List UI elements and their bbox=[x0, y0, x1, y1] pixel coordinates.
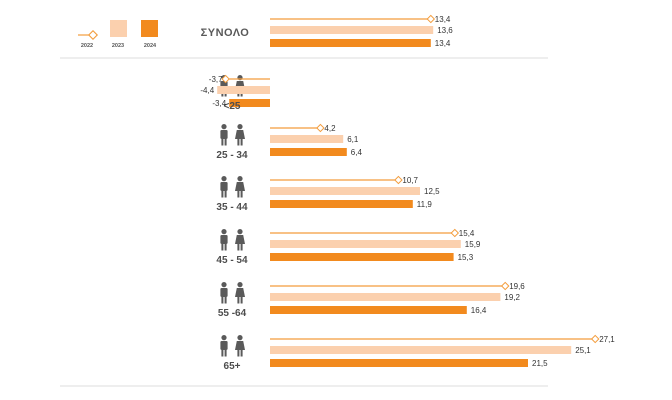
value-label-2022-2: 4,2 bbox=[324, 124, 336, 133]
legend-2024-swatch bbox=[141, 20, 158, 37]
legend: 2022 2023 2024 bbox=[78, 20, 158, 49]
value-label-2023-6: 25,1 bbox=[575, 346, 591, 355]
bar-2024-6 bbox=[270, 359, 528, 367]
value-label-2023-1: -4,4 bbox=[200, 86, 214, 95]
category-label-total: ΣΥΝΟΛΟ bbox=[201, 27, 250, 39]
icons bbox=[220, 75, 245, 357]
value-label-2023-4: 15,9 bbox=[465, 240, 481, 249]
category-label-6: 65+ bbox=[224, 361, 241, 372]
male-female-person-icon bbox=[220, 176, 245, 198]
marker-2022-2 bbox=[316, 123, 325, 133]
bar-2023-4 bbox=[270, 240, 461, 248]
male-female-person-icon bbox=[220, 335, 245, 357]
value-label-2023-3: 12,5 bbox=[424, 187, 440, 196]
bar-2024-0 bbox=[270, 39, 431, 47]
male-female-person-icon bbox=[220, 282, 245, 304]
bar-2024-4 bbox=[270, 253, 454, 261]
bar-2024-5 bbox=[270, 306, 467, 314]
value-label-2024-2: 6,4 bbox=[351, 148, 363, 157]
bar-2023-1 bbox=[217, 86, 270, 94]
value-label-2024-5: 16,4 bbox=[471, 306, 487, 315]
bar-2024-3 bbox=[270, 200, 413, 208]
marker-2022-0 bbox=[426, 14, 436, 24]
category-label-4: 45 - 54 bbox=[216, 255, 248, 266]
marker-2022-4 bbox=[450, 228, 460, 238]
value-label-2024-0: 13,4 bbox=[435, 39, 451, 48]
bar-2023-6 bbox=[270, 346, 572, 354]
legend-label-2022: 2022 bbox=[81, 43, 93, 49]
value-label-2022-0: 13,4 bbox=[435, 15, 451, 24]
value-label-2023-0: 13,6 bbox=[437, 26, 453, 35]
legend-2023-swatch bbox=[110, 20, 127, 37]
value-label-2023-5: 19,2 bbox=[504, 293, 520, 302]
separators bbox=[60, 57, 548, 387]
value-label-2024-6: 21,5 bbox=[532, 359, 548, 368]
category-label-3: 35 - 44 bbox=[216, 202, 248, 213]
male-female-person-icon bbox=[220, 124, 245, 146]
marker-2022-3 bbox=[394, 175, 403, 185]
value-label-2022-1: -3,7 bbox=[209, 75, 223, 84]
chart-marks bbox=[217, 14, 600, 367]
value-label-2024-4: 15,3 bbox=[458, 253, 474, 262]
value-label-2023-2: 6,1 bbox=[347, 135, 359, 144]
value-label-2022-5: 19,6 bbox=[509, 282, 525, 291]
category-label-2: 25 - 34 bbox=[216, 150, 248, 161]
value-label-2022-3: 10,7 bbox=[402, 176, 418, 185]
value-label-2024-3: 11,9 bbox=[417, 200, 433, 209]
marker-2022-6 bbox=[590, 334, 600, 344]
marker-2022-1 bbox=[221, 74, 230, 84]
chart-labels: ΣΥΝΟΛΟ 13,4 13,6 13,4 <25 -3,7 -4,4 -3,4 25 - 34… bbox=[200, 15, 615, 372]
value-label-2024-1: -3,4 bbox=[212, 99, 226, 108]
bar-2023-2 bbox=[270, 135, 344, 143]
marker-2022-5 bbox=[500, 281, 510, 291]
legend-label-2024: 2024 bbox=[144, 43, 157, 49]
bar-2023-5 bbox=[270, 293, 501, 301]
bar-2023-3 bbox=[270, 187, 420, 195]
value-label-2022-4: 15,4 bbox=[459, 229, 475, 238]
category-label-5: 55 -64 bbox=[218, 308, 247, 319]
bar-2024-2 bbox=[270, 148, 347, 156]
category-label-1: <25 bbox=[224, 101, 241, 112]
bar-2023-0 bbox=[270, 26, 434, 34]
bar-2024-1 bbox=[229, 99, 270, 107]
male-female-person-icon bbox=[220, 229, 245, 251]
value-label-2022-6: 27,1 bbox=[599, 335, 615, 344]
legend-2022-marker bbox=[87, 29, 99, 41]
legend-label-2023: 2023 bbox=[112, 43, 124, 49]
